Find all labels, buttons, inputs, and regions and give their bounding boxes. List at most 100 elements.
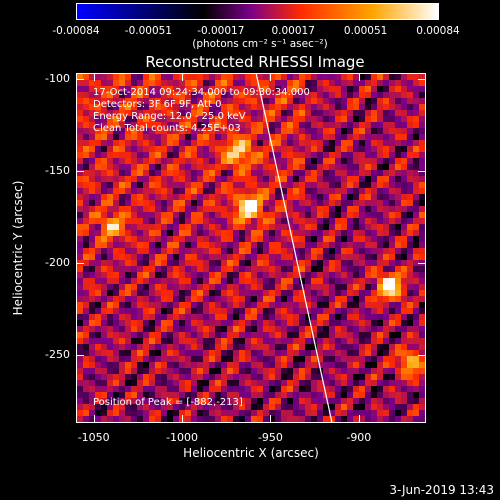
heatmap-cell — [179, 218, 186, 225]
heatmap-cell — [233, 230, 240, 237]
heatmap-cell — [341, 404, 348, 411]
heatmap-cell — [419, 326, 425, 333]
heatmap-cell — [287, 164, 294, 171]
heatmap-cell — [353, 326, 360, 333]
heatmap-cell — [161, 260, 168, 267]
heatmap-cell — [89, 146, 96, 153]
heatmap-cell — [323, 128, 330, 135]
heatmap-cell — [383, 182, 390, 189]
heatmap-cell — [275, 104, 282, 111]
heatmap-cell — [323, 236, 330, 243]
heatmap-cell — [125, 242, 132, 249]
heatmap-cell — [251, 236, 258, 243]
heatmap-cell — [149, 74, 156, 81]
heatmap-cell — [311, 356, 318, 363]
heatmap-cell — [167, 356, 174, 363]
heatmap-cell — [77, 248, 84, 255]
heatmap-cell — [413, 206, 420, 213]
heatmap-cell — [179, 188, 186, 195]
heatmap-cell — [413, 86, 420, 93]
heatmap-cell — [209, 104, 216, 111]
heatmap-cell — [227, 224, 234, 231]
heatmap-cell — [239, 110, 246, 117]
heatmap-cell — [299, 362, 306, 369]
heatmap-cell — [317, 260, 324, 267]
heatmap-cell — [401, 356, 408, 363]
heatmap-cell — [197, 398, 204, 405]
heatmap-cell — [317, 296, 324, 303]
heatmap-cell — [341, 224, 348, 231]
heatmap-cell — [119, 392, 126, 399]
heatmap-cell — [95, 410, 102, 417]
heatmap-cell — [83, 140, 90, 147]
heatmap-cell — [107, 314, 114, 321]
heatmap-cell — [233, 320, 240, 327]
heatmap-cell — [161, 308, 168, 315]
heatmap-cell — [233, 416, 240, 422]
heatmap-cell — [389, 98, 396, 105]
heatmap-cell — [215, 248, 222, 255]
heatmap-cell — [95, 236, 102, 243]
heatmap-cell — [215, 206, 222, 213]
heatmap-cell — [191, 116, 198, 123]
heatmap-cell — [275, 254, 282, 261]
heatmap-cell — [95, 146, 102, 153]
heatmap-cell — [311, 152, 318, 159]
heatmap-cell — [167, 158, 174, 165]
heatmap-cell — [143, 116, 150, 123]
heatmap-cell — [407, 224, 414, 231]
heatmap-cell — [173, 284, 180, 291]
heatmap-cell — [263, 206, 270, 213]
heatmap-cell — [269, 410, 276, 417]
heatmap-cell — [161, 200, 168, 207]
heatmap-cell — [95, 290, 102, 297]
heatmap-cell — [317, 104, 324, 111]
heatmap-cell — [233, 104, 240, 111]
heatmap-cell — [323, 176, 330, 183]
heatmap-cell — [107, 212, 114, 219]
heatmap-cell — [113, 170, 120, 177]
heatmap-cell — [119, 356, 126, 363]
heatmap-cell — [239, 80, 246, 87]
heatmap-cell — [389, 236, 396, 243]
heatmap-cell — [155, 164, 162, 171]
heatmap-cell — [155, 332, 162, 339]
heatmap-cell — [101, 398, 108, 405]
heatmap-cell — [377, 146, 384, 153]
heatmap-cell — [89, 398, 96, 405]
heatmap-cell — [149, 236, 156, 243]
heatmap-cell — [335, 326, 342, 333]
heatmap-cell — [113, 218, 120, 225]
heatmap-cell — [203, 146, 210, 153]
heatmap-cell — [269, 188, 276, 195]
heatmap-cell — [371, 224, 378, 231]
heatmap-cell — [107, 380, 114, 387]
heatmap-cell — [281, 86, 288, 93]
heatmap-cell — [317, 374, 324, 381]
heatmap-cell — [287, 80, 294, 87]
heatmap-cell — [365, 248, 372, 255]
x-axis-label: Heliocentric X (arcsec) — [183, 446, 319, 460]
heatmap-cell — [365, 170, 372, 177]
heatmap-cell — [227, 416, 234, 422]
heatmap-cell — [89, 122, 96, 129]
heatmap-cell — [257, 212, 264, 219]
heatmap-cell — [191, 308, 198, 315]
heatmap-cell — [275, 206, 282, 213]
heatmap-cell — [95, 248, 102, 255]
heatmap-cell — [113, 272, 120, 279]
heatmap-cell — [407, 140, 414, 147]
heatmap-cell — [161, 272, 168, 279]
heatmap-cell — [275, 404, 282, 411]
heatmap-cell — [251, 374, 258, 381]
heatmap-cell — [287, 158, 294, 165]
heatmap-cell — [251, 140, 258, 147]
heatmap-cell — [377, 218, 384, 225]
heatmap-cell — [209, 404, 216, 411]
heatmap-cell — [395, 260, 402, 267]
heatmap-cell — [341, 284, 348, 291]
heatmap-cell — [143, 392, 150, 399]
heatmap-cell — [407, 152, 414, 159]
heatmap-cell — [179, 212, 186, 219]
heatmap-cell — [335, 272, 342, 279]
